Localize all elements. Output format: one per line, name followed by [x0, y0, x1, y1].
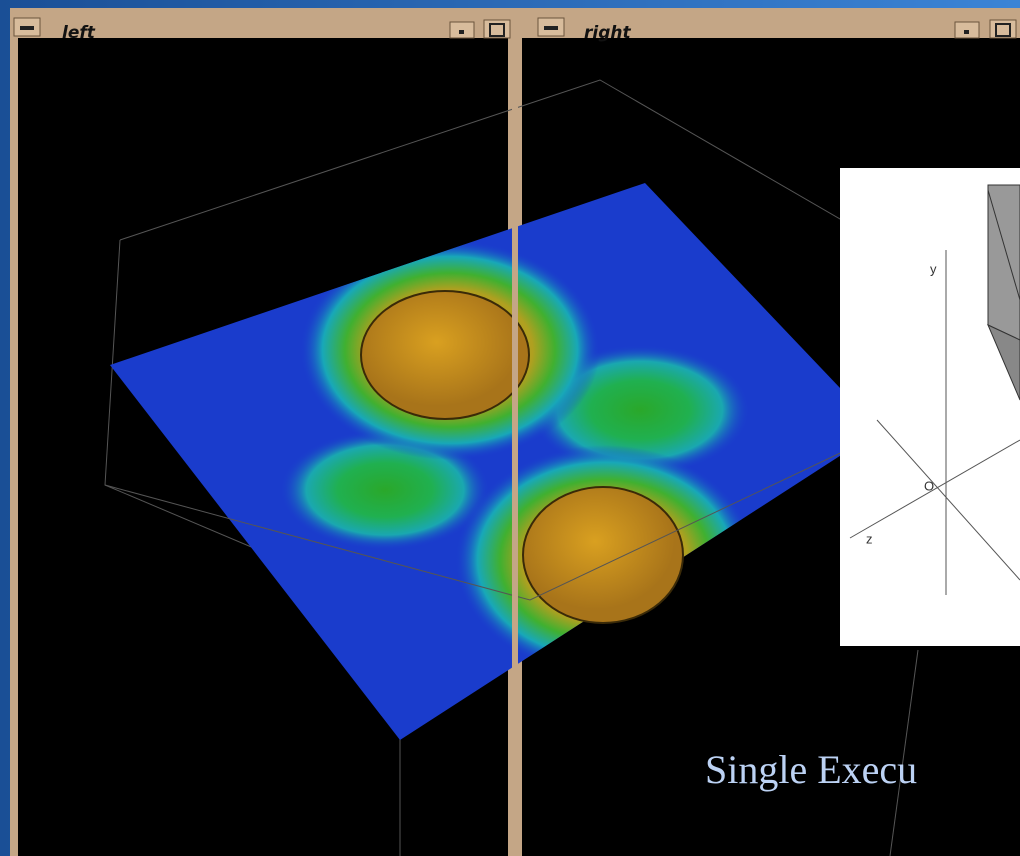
isosurface	[361, 291, 529, 419]
axis-label: y	[930, 261, 937, 276]
screen: left right	[0, 0, 1020, 856]
icon	[20, 26, 34, 30]
caption: Single Execu	[705, 747, 917, 792]
page: left right	[0, 0, 1020, 856]
axis-label: O	[924, 478, 934, 493]
inset-diagram: y O z	[840, 168, 1020, 646]
icon	[459, 30, 464, 34]
icon	[964, 30, 969, 34]
axis-label: z	[866, 531, 873, 546]
window-title: right	[584, 23, 631, 43]
isosurface	[523, 487, 683, 623]
icon	[544, 26, 558, 30]
window-title: left	[62, 23, 96, 43]
window-border	[512, 8, 518, 856]
